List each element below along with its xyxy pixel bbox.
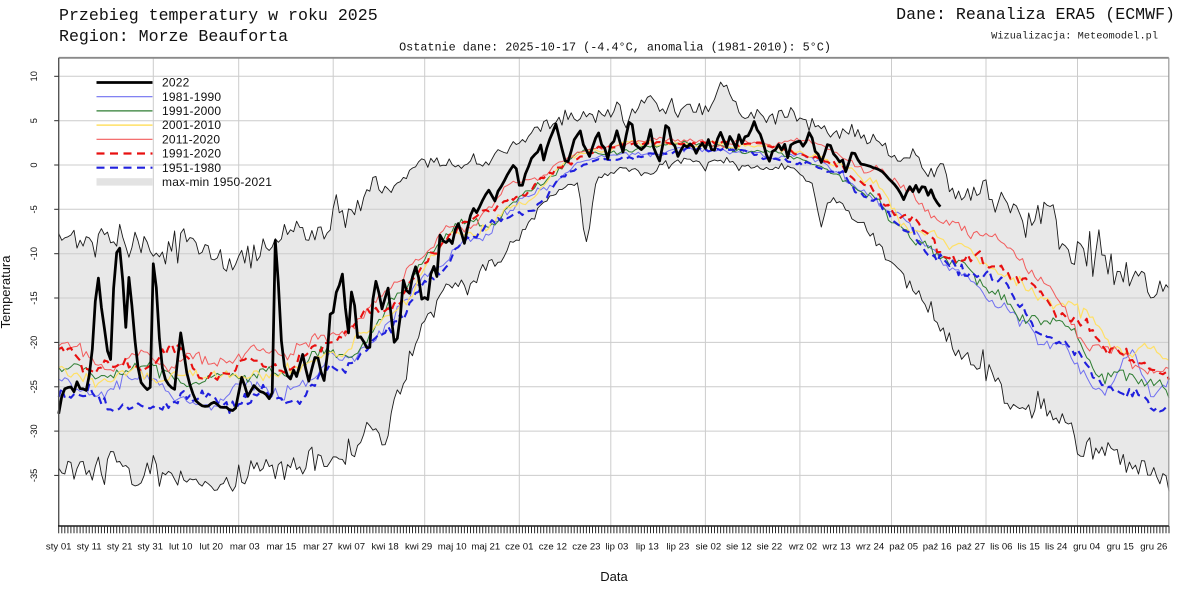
svg-text:-5: -5	[29, 205, 39, 213]
svg-text:mar 15: mar 15	[266, 542, 296, 553]
svg-text:lis 06: lis 06	[990, 542, 1012, 553]
svg-text:maj 10: maj 10	[438, 542, 467, 553]
svg-text:mar 03: mar 03	[230, 542, 260, 553]
svg-text:Data: Data	[600, 569, 628, 584]
svg-text:1951-1980: 1951-1980	[162, 161, 221, 175]
svg-text:1991-2020: 1991-2020	[162, 147, 221, 161]
svg-text:gru 15: gru 15	[1107, 542, 1134, 553]
svg-text:-20: -20	[29, 336, 39, 349]
svg-text:cze 01: cze 01	[505, 542, 533, 553]
svg-text:2001-2010: 2001-2010	[162, 118, 221, 132]
svg-text:Ostatnie dane: 2025-10-17 (-4.: Ostatnie dane: 2025-10-17 (-4.4°C, anoma…	[399, 41, 831, 55]
svg-text:sie 12: sie 12	[726, 542, 752, 553]
svg-text:lip 23: lip 23	[666, 542, 689, 553]
svg-text:0: 0	[29, 162, 39, 167]
svg-text:1981-1990: 1981-1990	[162, 90, 221, 104]
svg-text:sty 21: sty 21	[107, 542, 133, 553]
svg-text:sty 31: sty 31	[137, 542, 163, 553]
svg-text:cze 12: cze 12	[539, 542, 567, 553]
svg-text:-25: -25	[29, 380, 39, 393]
svg-text:10: 10	[29, 71, 39, 81]
svg-text:-15: -15	[29, 291, 39, 304]
svg-text:5: 5	[29, 118, 39, 123]
svg-text:lut 20: lut 20	[199, 542, 222, 553]
svg-text:max-min 1950-2021: max-min 1950-2021	[162, 175, 272, 189]
svg-text:mar 27: mar 27	[303, 542, 333, 553]
svg-text:kwi 29: kwi 29	[405, 542, 432, 553]
svg-text:Wizualizacja: Meteomodel.pl: Wizualizacja: Meteomodel.pl	[991, 31, 1158, 43]
svg-text:wrz 13: wrz 13	[821, 542, 850, 553]
svg-text:wrz 02: wrz 02	[788, 542, 817, 553]
svg-text:Region: Morze Beauforta: Region: Morze Beauforta	[59, 27, 288, 46]
svg-text:wrz 24: wrz 24	[855, 542, 885, 553]
svg-text:sie 02: sie 02	[696, 542, 722, 553]
svg-text:Przebieg temperatury w roku 20: Przebieg temperatury w roku 2025	[59, 6, 378, 25]
svg-text:lut 10: lut 10	[169, 542, 192, 553]
svg-text:lis 24: lis 24	[1045, 542, 1068, 553]
svg-text:lis 15: lis 15	[1017, 542, 1039, 553]
svg-text:sie 22: sie 22	[757, 542, 783, 553]
svg-text:kwi 07: kwi 07	[338, 542, 365, 553]
svg-text:2011-2020: 2011-2020	[162, 132, 220, 146]
svg-text:paź 16: paź 16	[923, 542, 952, 553]
svg-text:sty 01: sty 01	[46, 542, 72, 553]
svg-text:sty 11: sty 11	[77, 542, 102, 553]
svg-text:2022: 2022	[162, 76, 190, 90]
svg-text:lip 03: lip 03	[605, 542, 628, 553]
svg-text:paź 27: paź 27	[956, 542, 985, 553]
svg-text:cze 23: cze 23	[572, 542, 600, 553]
svg-text:1991-2000: 1991-2000	[162, 104, 221, 118]
svg-text:-10: -10	[29, 247, 39, 260]
svg-text:-30: -30	[29, 424, 39, 437]
svg-text:gru 04: gru 04	[1073, 542, 1101, 553]
svg-text:gru 26: gru 26	[1140, 542, 1167, 553]
svg-text:kwi 18: kwi 18	[371, 542, 398, 553]
svg-text:maj 21: maj 21	[471, 542, 500, 553]
svg-text:lip 13: lip 13	[636, 542, 659, 553]
svg-text:Temperatura: Temperatura	[0, 255, 13, 329]
svg-text:-35: -35	[29, 469, 39, 482]
svg-text:Dane: Reanaliza ERA5 (ECMWF): Dane: Reanaliza ERA5 (ECMWF)	[896, 5, 1175, 24]
svg-text:paź 05: paź 05	[889, 542, 918, 553]
